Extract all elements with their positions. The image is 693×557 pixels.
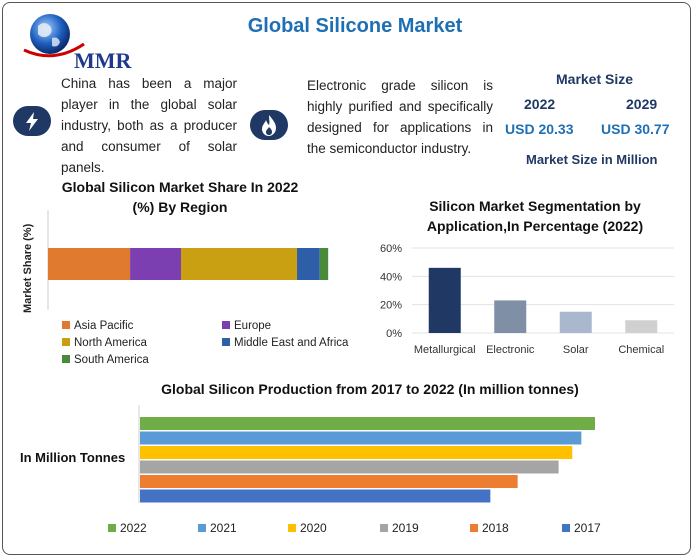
legend-swatch — [470, 524, 478, 532]
market-size-unit-note: Market Size in Million — [526, 152, 658, 167]
fact-text-2: Electronic grade silicon is highly purif… — [307, 78, 493, 156]
legend-swatch — [380, 524, 388, 532]
production-bar-2018 — [140, 475, 518, 488]
production-legend-2022: 2022 — [108, 521, 147, 535]
market-value-2022: USD 20.33 — [505, 121, 574, 137]
region-legend-europe: Europe — [222, 320, 271, 332]
legend-label: South America — [74, 354, 149, 366]
legend-label: 2019 — [392, 521, 419, 535]
logo-text: MMR — [74, 48, 132, 73]
segment-ytick: 0% — [386, 328, 402, 340]
legend-swatch — [62, 338, 70, 346]
segment-ytick: 20% — [380, 300, 402, 312]
production-legend-2018: 2018 — [470, 521, 509, 535]
legend-swatch — [222, 321, 230, 329]
legend-swatch — [562, 524, 570, 532]
legend-label: 2020 — [300, 521, 327, 535]
market-year-2022: 2022 — [524, 96, 556, 112]
region-legend-middle-east-and-africa: Middle East and Africa — [222, 337, 348, 349]
production-chart-title: Global Silicon Production from 2017 to 2… — [161, 381, 579, 397]
legend-label: 2021 — [210, 521, 237, 535]
page-title: Global Silicone Market — [247, 15, 463, 37]
legend-label: 2022 — [120, 521, 147, 535]
globe-icon — [23, 14, 85, 58]
segment-xtick-chemical: Chemical — [618, 344, 664, 356]
region-bar-asia-pacific — [48, 248, 131, 280]
production-legend-2019: 2019 — [380, 521, 419, 535]
segment-xtick-metallurgical: Metallurgical — [414, 344, 476, 356]
legend-label: Asia Pacific — [74, 320, 134, 332]
legend-swatch — [222, 338, 230, 346]
fact-text-1: China has been a major player in the glo… — [61, 76, 237, 175]
flame-icon — [262, 115, 276, 136]
production-bar-2017 — [140, 489, 491, 503]
production-category-label: In Million Tonnes — [20, 450, 126, 465]
region-share-chart — [47, 210, 329, 310]
region-bar-north-america — [181, 248, 298, 280]
segment-xtick-solar: Solar — [563, 344, 589, 356]
region-bar-south-america — [319, 248, 329, 280]
segment-bar-chemical — [625, 320, 658, 333]
legend-label: 2018 — [482, 521, 509, 535]
legend-swatch — [108, 524, 116, 532]
legend-swatch — [62, 355, 70, 363]
production-bar-2021 — [140, 431, 582, 445]
legend-swatch — [288, 524, 296, 532]
fact-icon-1 — [13, 106, 51, 136]
legend-swatch — [198, 524, 206, 532]
segment-bar-solar — [559, 311, 592, 333]
lightning-icon — [26, 112, 38, 131]
segment-chart-title: Silicon Market Segmentation by Applicati… — [426, 198, 644, 234]
segment-bar-metallurgical — [428, 267, 461, 333]
production-legend-2017: 2017 — [562, 521, 601, 535]
market-value-2029: USD 30.77 — [601, 121, 670, 137]
fact-icon-2 — [250, 110, 288, 140]
market-size-label: Market Size — [556, 71, 634, 87]
production-bar-2019 — [140, 460, 559, 474]
production-chart — [138, 405, 595, 503]
production-legend-2020: 2020 — [288, 521, 327, 535]
production-legend-2021: 2021 — [198, 521, 237, 535]
region-chart-title: Global Silicon Market Share In 2022 (%) … — [61, 179, 299, 215]
segment-chart: 0% 20% 40% 60% Metallurgical Electronic Solar C… — [380, 243, 674, 356]
region-legend-south-america: South America — [62, 354, 149, 366]
legend-swatch — [62, 321, 70, 329]
production-bar-2022 — [140, 417, 595, 430]
legend-label: Middle East and Africa — [234, 337, 349, 349]
region-legend-north-america: North America — [62, 337, 147, 349]
production-bar-2020 — [140, 446, 573, 459]
legend-label: North America — [74, 337, 147, 349]
region-chart-ylabel: Market Share (%) — [22, 223, 34, 313]
market-year-2029: 2029 — [626, 96, 658, 112]
legend-label: Europe — [234, 320, 272, 332]
region-bar-middle-east-and-africa — [297, 248, 320, 280]
legend-label: 2017 — [574, 521, 601, 535]
segment-ytick: 40% — [380, 271, 402, 283]
mmr-logo: MMR — [12, 10, 142, 73]
region-bar-europe — [130, 248, 182, 280]
segment-bar-electronic — [494, 300, 527, 333]
segment-xtick-electronic: Electronic — [486, 344, 535, 356]
region-legend-asia-pacific: Asia Pacific — [62, 320, 133, 332]
segment-ytick: 60% — [380, 243, 402, 255]
